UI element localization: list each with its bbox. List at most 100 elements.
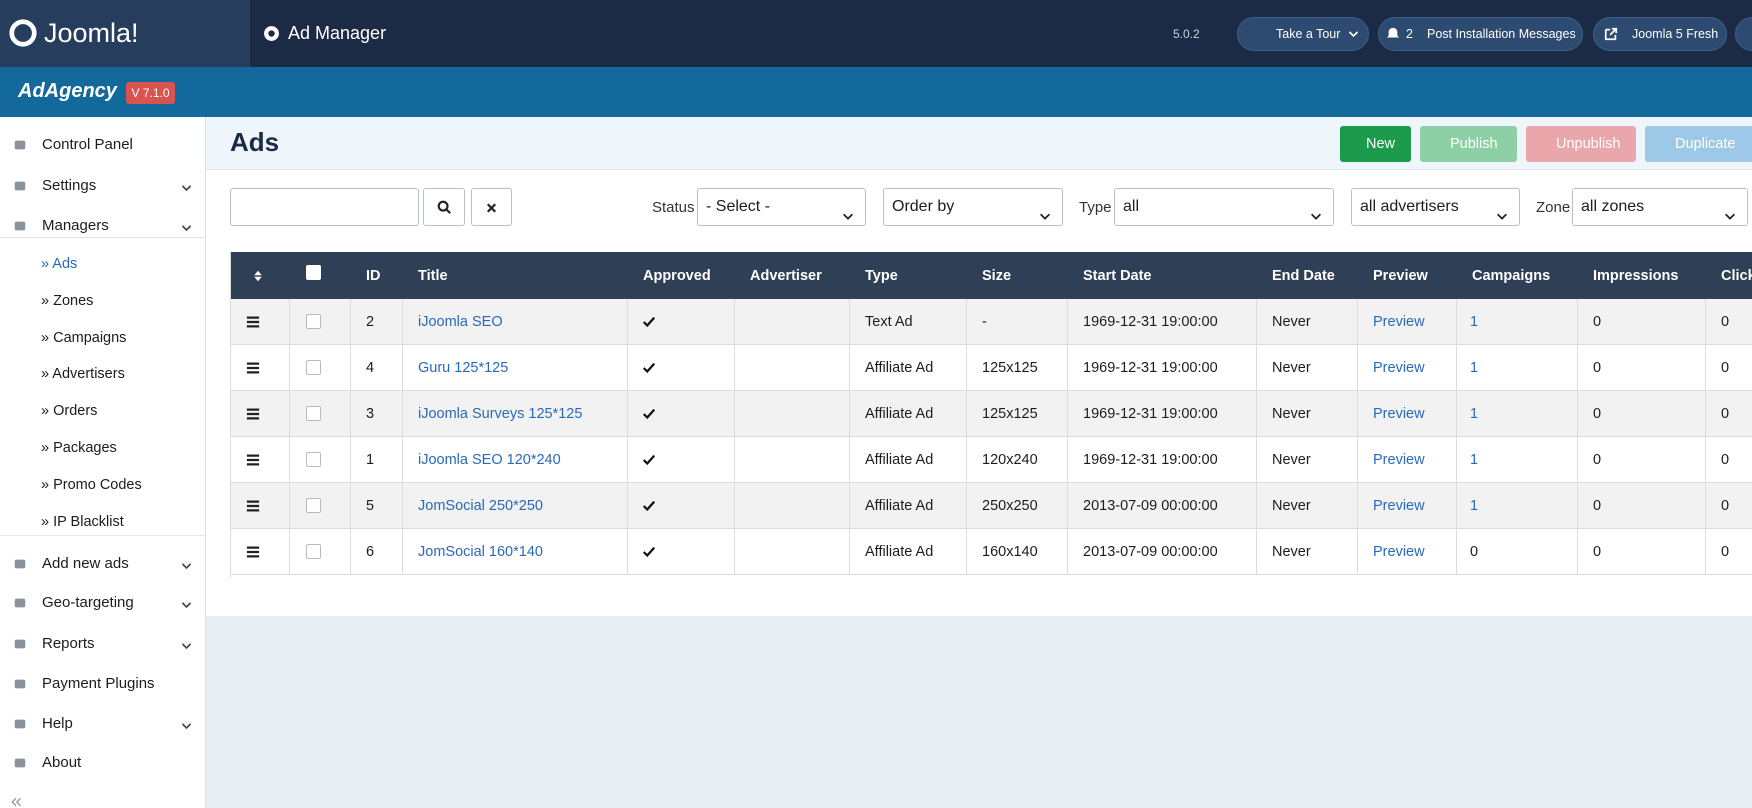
submenu-item[interactable]: » Orders — [41, 403, 98, 419]
menu-icon-svg — [14, 639, 26, 649]
menu-chevron — [180, 598, 193, 611]
cell-border — [402, 345, 403, 391]
menu-item[interactable]: Add new ads — [42, 555, 129, 572]
cell-campaigns[interactable]: 1 — [1470, 314, 1479, 330]
select-all[interactable] — [306, 265, 321, 280]
menu-item[interactable]: Reports — [42, 635, 95, 652]
approved-check — [642, 361, 656, 375]
order-select[interactable]: Order by — [883, 188, 1063, 226]
toolbar-button[interactable]: Unpublish — [1526, 126, 1636, 162]
cell-preview[interactable]: Preview — [1373, 406, 1425, 422]
cell-campaigns[interactable]: 1 — [1470, 360, 1479, 376]
tour-chevron — [1347, 27, 1360, 40]
column-header[interactable]: Click — [1721, 268, 1752, 284]
filter-label: Status — [652, 199, 695, 216]
advertiser-select[interactable]: all advertisers — [1351, 188, 1520, 226]
toolbar-button[interactable]: Duplicate — [1645, 126, 1752, 162]
external-icon-svg — [1604, 27, 1618, 41]
site-button[interactable] — [1593, 17, 1727, 51]
submenu-item[interactable]: » Ads — [41, 256, 78, 272]
zone-select[interactable]: all zones — [1572, 188, 1748, 226]
cell-preview[interactable]: Preview — [1373, 498, 1425, 514]
menu-icon-svg — [14, 679, 26, 689]
toolbar-button[interactable]: Publish — [1420, 126, 1517, 162]
column-header[interactable]: Preview — [1373, 268, 1428, 284]
row-checkbox[interactable] — [306, 360, 321, 375]
cell-title[interactable]: iJoomla Surveys 125*125 — [418, 406, 583, 422]
cell-border — [350, 437, 351, 483]
status-select[interactable]: - Select - — [697, 188, 866, 226]
cell-preview[interactable]: Preview — [1373, 314, 1425, 330]
menu-chevron — [180, 559, 193, 572]
submenu-item[interactable]: » Zones — [41, 293, 94, 309]
page-title: Ad Manager — [288, 23, 387, 43]
cell-border — [1067, 483, 1068, 529]
cell-preview[interactable]: Preview — [1373, 452, 1425, 468]
notifications-button[interactable] — [1378, 17, 1583, 51]
submenu-item[interactable]: » Promo Codes — [41, 477, 142, 493]
cell-border — [1456, 437, 1457, 483]
menu-item[interactable]: Settings — [42, 177, 97, 194]
approved-check-svg — [642, 362, 656, 374]
cell-preview[interactable]: Preview — [1373, 360, 1425, 376]
tour-button[interactable] — [1237, 17, 1369, 51]
menu-item[interactable]: Payment Plugins — [42, 675, 155, 692]
menu-item[interactable]: Help — [42, 715, 73, 732]
search-input[interactable] — [230, 188, 419, 226]
row-checkbox[interactable] — [306, 544, 321, 559]
column-header[interactable]: Start Date — [1083, 268, 1152, 284]
approved-check — [642, 453, 656, 467]
cell-campaigns[interactable]: 1 — [1470, 406, 1479, 422]
row-checkbox[interactable] — [306, 498, 321, 513]
column-header[interactable]: Approved — [643, 268, 711, 284]
column-header[interactable]: End Date — [1272, 268, 1335, 284]
cell-title[interactable]: Guru 125*125 — [418, 360, 509, 376]
cell-preview[interactable]: Preview — [1373, 544, 1425, 560]
drag-handle-svg — [246, 546, 260, 558]
cell-border — [289, 437, 290, 483]
cell-campaigns[interactable]: 1 — [1470, 452, 1479, 468]
cell-border — [1705, 437, 1706, 483]
menu-item[interactable]: Geo-targeting — [42, 594, 134, 611]
column-header[interactable]: ID — [366, 268, 381, 284]
drag-handle-svg — [246, 408, 260, 420]
table-row — [230, 345, 1752, 391]
cell-border — [289, 529, 290, 575]
approved-check-svg — [642, 316, 656, 328]
column-header[interactable]: Advertiser — [750, 268, 822, 284]
cell-title[interactable]: JomSocial 250*250 — [418, 498, 543, 514]
column-header[interactable]: Impressions — [1593, 268, 1679, 284]
toolbar-button[interactable]: New — [1340, 126, 1411, 162]
row-checkbox[interactable] — [306, 314, 321, 329]
cell-border — [627, 483, 628, 529]
joomla-logo — [8, 18, 38, 48]
cell-impressions: 0 — [1593, 360, 1602, 376]
cell-title[interactable]: JomSocial 160*140 — [418, 544, 543, 560]
cell-border — [1256, 345, 1257, 391]
cell-border — [627, 391, 628, 437]
row-checkbox[interactable] — [306, 406, 321, 421]
menu-item[interactable]: Control Panel — [42, 136, 133, 153]
submenu-item[interactable]: » Campaigns — [41, 330, 127, 346]
cell-border — [350, 483, 351, 529]
cell-size: 160x140 — [982, 544, 1038, 560]
column-header[interactable]: Type — [865, 268, 898, 284]
menu-item[interactable]: Managers — [42, 217, 109, 234]
menu-item[interactable]: About — [42, 754, 82, 771]
row-checkbox[interactable] — [306, 452, 321, 467]
cell-campaigns[interactable]: 1 — [1470, 498, 1479, 514]
column-header[interactable]: Size — [982, 268, 1012, 284]
cell-title[interactable]: iJoomla SEO 120*240 — [418, 452, 561, 468]
cell-border — [402, 483, 403, 529]
cell-impressions: 0 — [1593, 406, 1602, 422]
column-header[interactable]: Campaigns — [1472, 268, 1551, 284]
cell-border — [289, 483, 290, 529]
version-badge: V 7.1.0 — [126, 82, 175, 104]
type-select[interactable]: all — [1114, 188, 1334, 226]
menu-icon — [13, 138, 27, 152]
column-header[interactable]: Title — [418, 268, 448, 284]
submenu-item[interactable]: » Advertisers — [41, 366, 125, 382]
submenu-item[interactable]: » Packages — [41, 440, 117, 456]
cell-title[interactable]: iJoomla SEO — [418, 314, 503, 330]
submenu-item[interactable]: » IP Blacklist — [41, 514, 124, 530]
